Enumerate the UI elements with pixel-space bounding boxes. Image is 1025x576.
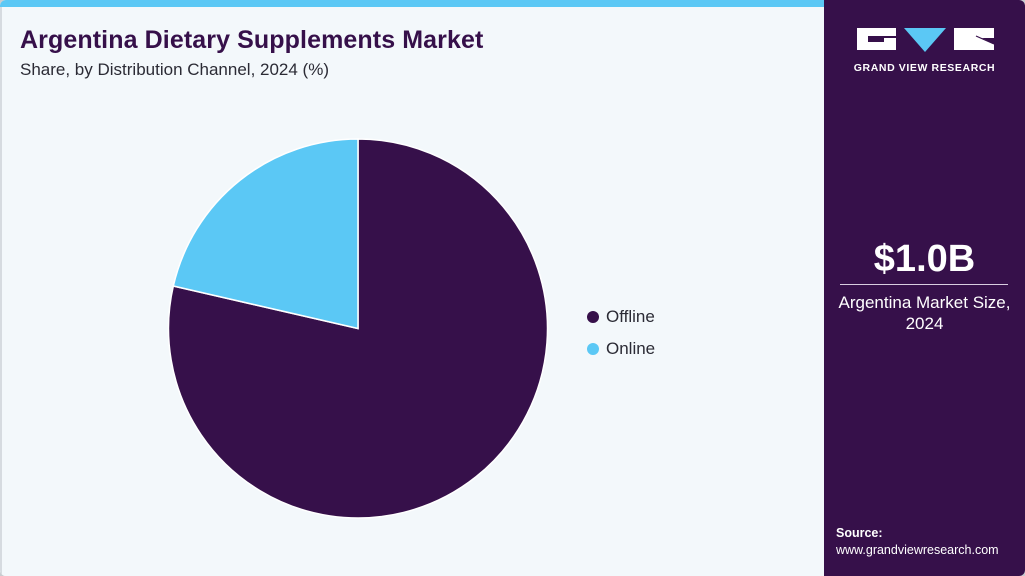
logo-text: GRAND VIEW RESEARCH — [853, 62, 996, 74]
pie-chart — [167, 138, 549, 519]
market-size-label-line2: 2024 — [905, 314, 944, 333]
chart-title: Argentina Dietary Supplements Market — [20, 26, 484, 54]
source-label: Source: — [836, 526, 883, 540]
source-url[interactable]: www.grandviewresearch.com — [836, 543, 999, 557]
accent-bar — [0, 0, 824, 7]
grand-view-research-logo-icon — [857, 28, 995, 52]
kpi-divider — [840, 284, 1008, 285]
pie-slice-online — [172, 138, 359, 330]
legend-label-online: Online — [606, 339, 656, 358]
legend-item-offline: Offline — [587, 301, 655, 333]
legend-item-online: Online — [587, 333, 655, 365]
legend-dot-offline-icon — [587, 311, 599, 323]
market-size-label: Argentina Market Size, 2024 — [824, 292, 1025, 334]
market-size-value: $1.0B — [873, 238, 976, 280]
chart-subtitle: Share, by Distribution Channel, 2024 (%) — [20, 60, 329, 79]
legend-label-offline: Offline — [606, 307, 655, 326]
market-size-label-line1: Argentina Market Size, — [838, 293, 1011, 312]
legend: Offline Online — [587, 301, 655, 365]
sidebar: GRAND VIEW RESEARCH $1.0B Argentina Mark… — [824, 0, 1025, 576]
legend-dot-online-icon — [587, 343, 599, 355]
